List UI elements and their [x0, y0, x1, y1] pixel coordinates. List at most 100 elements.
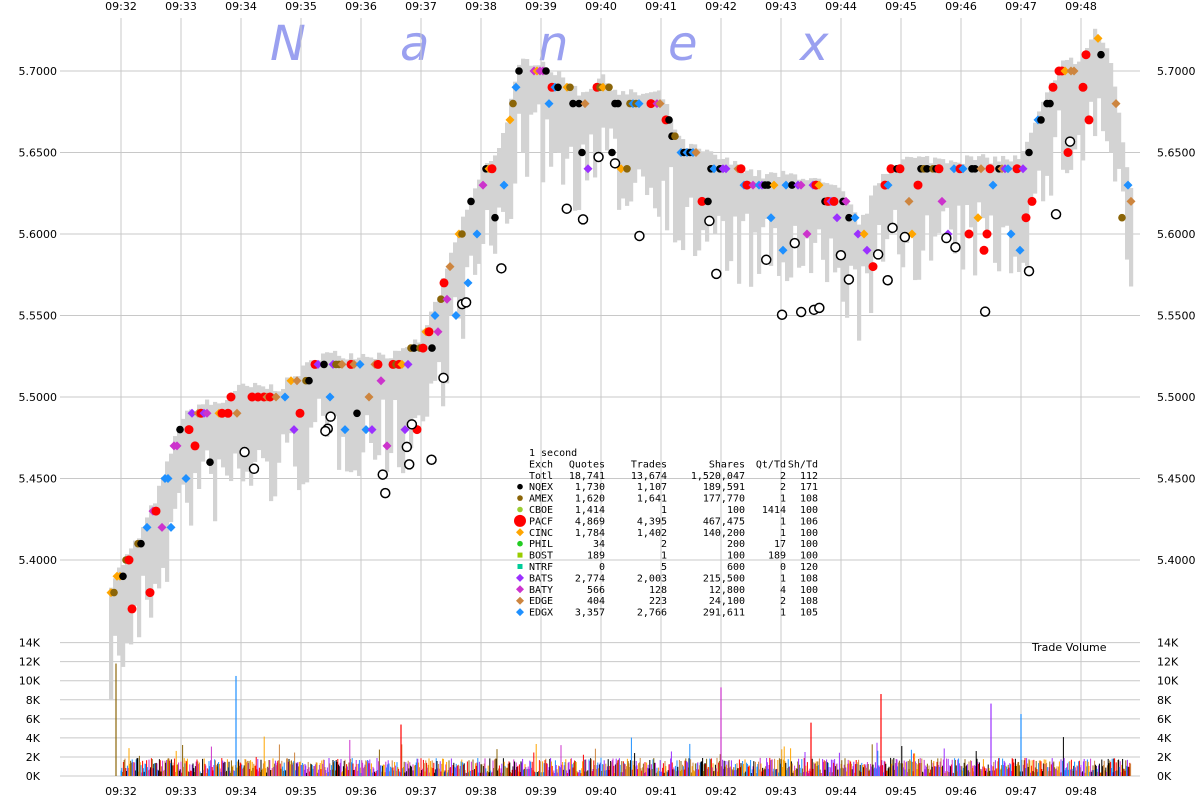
- x-tick-label-top: 09:48: [1065, 0, 1097, 13]
- trade-marker-nqex: [1046, 99, 1054, 108]
- range-bar: [549, 72, 554, 167]
- summary-cell: 200: [727, 539, 745, 550]
- trade-marker-edge: [904, 196, 914, 206]
- summary-header-cell: Shares: [709, 459, 745, 470]
- trade-marker-edgx: [1003, 164, 1013, 174]
- vol-tick-label-left: 0K: [26, 770, 41, 783]
- range-bar: [1049, 82, 1054, 196]
- range-bar: [1057, 69, 1062, 111]
- range-bar: [461, 216, 466, 339]
- range-bar: [277, 391, 282, 463]
- range-bar: [525, 59, 530, 177]
- summary-cell: 108: [800, 494, 818, 505]
- trade-marker-pacf: [886, 164, 896, 174]
- range-bar: [817, 178, 822, 230]
- trade-marker-amex: [437, 295, 445, 304]
- trade-marker-pacf: [295, 408, 305, 418]
- range-bar: [637, 95, 642, 170]
- range-bar: [741, 172, 746, 222]
- range-bar: [925, 156, 930, 216]
- trade-marker-baty: [937, 196, 947, 206]
- summary-cell: 3,357: [575, 608, 605, 619]
- range-bar: [893, 168, 898, 210]
- trade-marker-edge: [445, 262, 455, 272]
- trade-marker-outline: [325, 411, 336, 422]
- trade-marker-baty: [796, 180, 806, 190]
- trade-marker-outline: [496, 263, 507, 274]
- range-bar: [837, 187, 842, 268]
- x-tick-label-bottom: 09:38: [465, 785, 497, 798]
- range-bar: [413, 339, 418, 419]
- range-bar: [749, 169, 754, 287]
- x-tick-label-top: 09:40: [585, 0, 617, 13]
- summary-header-cell: Trades: [631, 459, 667, 470]
- range-bar: [121, 564, 126, 667]
- range-bar: [709, 151, 714, 220]
- summary-cell: 1,730: [575, 482, 605, 493]
- trade-marker-nqex: [665, 116, 673, 124]
- trade-marker-nqex: [1097, 50, 1105, 59]
- x-tick-label-top: 09:44: [825, 0, 857, 13]
- x-tick-label-top: 09:42: [705, 0, 737, 13]
- summary-legend-marker: [517, 495, 523, 501]
- range-bar: [541, 61, 546, 183]
- y-tick-label-right: 5.6000: [1157, 228, 1196, 241]
- trade-marker-bats: [832, 213, 842, 223]
- summary-cell: BATY: [529, 585, 553, 596]
- trade-marker-edgx: [1123, 180, 1133, 190]
- trade-marker-edgx: [778, 245, 788, 255]
- trade-marker-amex: [566, 83, 574, 92]
- range-bar: [833, 185, 838, 273]
- x-tick-label-top: 09:36: [345, 0, 377, 13]
- summary-cell: 1,414: [575, 505, 605, 516]
- trade-marker-edgx: [280, 392, 290, 402]
- x-tick-label-top: 09:33: [165, 0, 197, 13]
- trade-marker-edgx: [850, 213, 860, 223]
- range-bar: [649, 92, 654, 188]
- trade-marker-outline: [882, 274, 893, 286]
- range-bar: [993, 156, 998, 263]
- summary-legend-marker: [516, 528, 524, 537]
- trade-marker-edgx: [988, 180, 998, 190]
- trade-marker-outline: [795, 306, 807, 318]
- range-bar: [909, 157, 914, 234]
- range-bar: [1013, 155, 1018, 257]
- trade-marker-nqex: [971, 165, 979, 173]
- range-bar: [609, 90, 614, 129]
- trade-marker-baty: [202, 408, 212, 418]
- range-bar: [825, 183, 830, 283]
- trade-marker-nqex: [845, 213, 853, 222]
- trade-marker-edgx: [430, 311, 440, 320]
- trade-marker-nqex: [305, 376, 313, 385]
- trade-marker-pacf: [829, 196, 839, 206]
- range-bar: [681, 139, 686, 251]
- vol-tick-label-right: 2K: [1157, 751, 1172, 764]
- range-bar: [321, 353, 326, 416]
- range-bar: [597, 78, 602, 161]
- trade-marker-pacf: [145, 588, 155, 598]
- trade-marker-edge: [580, 99, 590, 109]
- range-bar: [981, 154, 986, 219]
- trade-marker-outline: [239, 446, 250, 458]
- range-bar: [1061, 60, 1066, 170]
- range-bar: [861, 214, 866, 267]
- summary-cell: 1,107: [637, 482, 667, 493]
- x-tick-label-bottom: 09:46: [945, 785, 977, 798]
- summary-cell: 106: [800, 516, 818, 527]
- trade-marker-bats: [862, 245, 872, 255]
- summary-cell: 2: [780, 471, 786, 482]
- trade-marker-bats: [313, 359, 323, 369]
- summary-cell: 1: [780, 516, 786, 527]
- summary-cell: 100: [800, 585, 818, 596]
- range-bar: [205, 399, 210, 451]
- range-bar: [173, 436, 178, 509]
- range-bar: [729, 164, 734, 262]
- range-bar: [333, 350, 338, 417]
- trade-marker-outline: [403, 459, 415, 470]
- range-bar: [337, 355, 342, 470]
- range-bar: [257, 385, 262, 451]
- range-bar: [509, 98, 514, 219]
- trade-marker-outline: [789, 237, 800, 249]
- range-bar: [113, 578, 118, 636]
- trade-marker-outline: [426, 454, 437, 465]
